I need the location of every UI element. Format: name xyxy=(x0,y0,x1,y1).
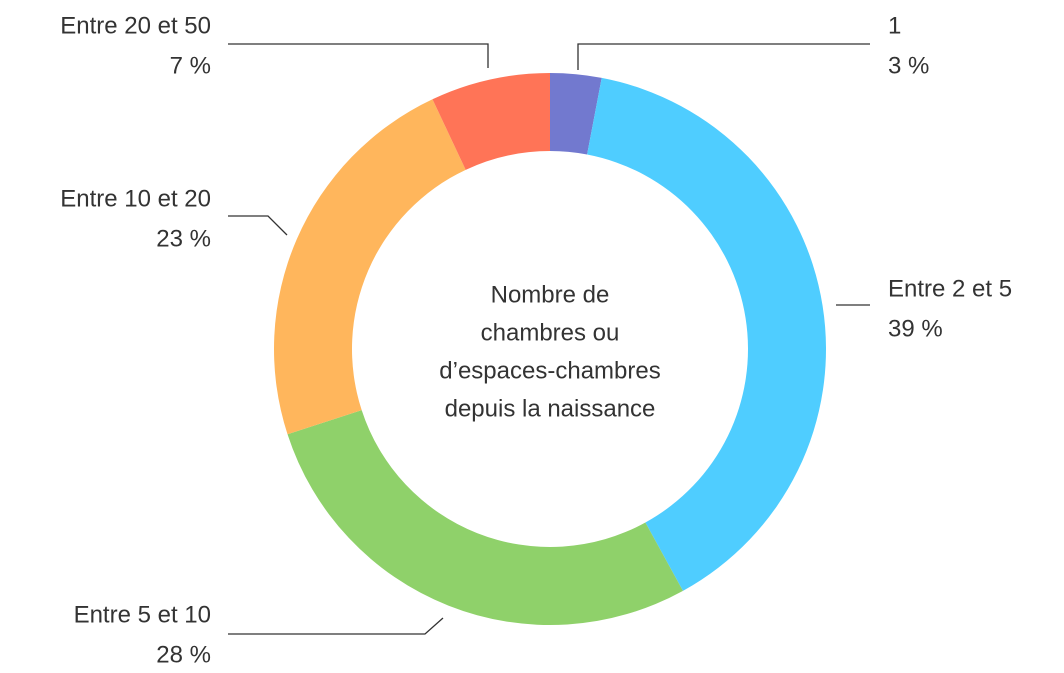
leader-line xyxy=(228,617,444,635)
value-label: 3 % xyxy=(888,52,929,79)
slice-label: Entre 2 et 5 xyxy=(888,275,1012,302)
value-label: 23 % xyxy=(156,225,211,252)
slice-label: Entre 10 et 20 xyxy=(60,185,211,212)
donut-slice xyxy=(432,73,550,170)
value-label: 39 % xyxy=(888,315,943,342)
donut-slice xyxy=(587,77,826,591)
donut-slice xyxy=(274,99,466,435)
center-label: depuis la naissance xyxy=(445,395,656,422)
value-label: 28 % xyxy=(156,641,211,668)
center-label: chambres ou xyxy=(481,319,620,346)
slice-label: 1 xyxy=(888,12,901,39)
leader-line xyxy=(577,43,870,70)
leader-line xyxy=(228,43,489,68)
center-label: d’espaces-chambres xyxy=(439,357,660,384)
center-label: Nombre de xyxy=(491,281,610,308)
slice-label: Entre 20 et 50 xyxy=(60,12,211,39)
donut-slice xyxy=(550,73,602,155)
slice-label: Entre 5 et 10 xyxy=(74,601,211,628)
value-label: 7 % xyxy=(170,52,211,79)
donut-slice xyxy=(287,410,683,625)
leader-line xyxy=(228,215,288,236)
